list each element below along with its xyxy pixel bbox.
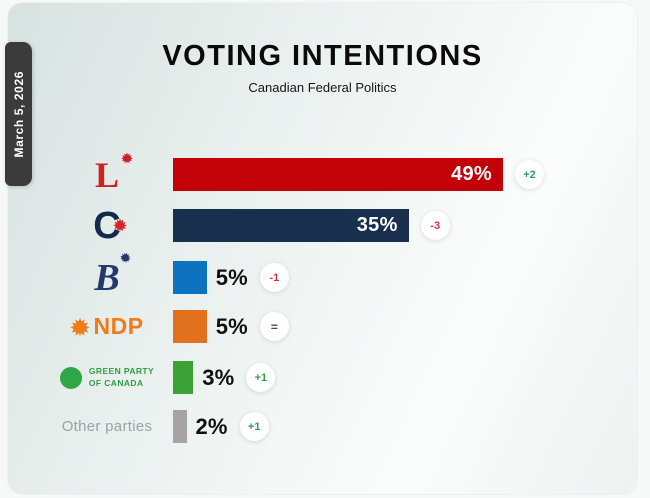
date-label: March 5, 2026 (11, 70, 26, 158)
party-bar: 35% (173, 209, 409, 242)
party-delta-value: +1 (254, 371, 268, 384)
bloc-letter: B (94, 256, 120, 299)
party-row-other: Other parties 2% +1 (0, 410, 650, 443)
page-title: VOTING INTENTIONS (162, 40, 483, 72)
maple-leaf-icon (113, 218, 127, 232)
ndp-wordmark: NDP (93, 313, 144, 339)
party-logo-cell: C (52, 207, 162, 245)
conservative-party-logo: C (93, 207, 127, 245)
party-delta-badge: +1 (239, 412, 269, 441)
ndp-logo: NDP (70, 313, 143, 340)
party-bar (173, 310, 207, 343)
other-parties-label: Other parties (61, 418, 153, 435)
party-logo-cell: L (52, 152, 162, 195)
party-row-green: GREEN PARTY OF CANADA 3% +1 (0, 361, 650, 394)
party-delta-value: +1 (247, 420, 261, 433)
party-delta-value: -3 (430, 219, 441, 232)
party-bar (173, 261, 207, 294)
party-value: 3% (202, 364, 235, 390)
page-subtitle: Canadian Federal Politics (248, 80, 397, 95)
green-party-wordmark: GREEN PARTY OF CANADA (88, 366, 155, 388)
party-value: 5% (215, 264, 248, 290)
party-logo-cell: B (52, 252, 162, 299)
card-background (8, 3, 637, 494)
party-delta-value: = (270, 319, 278, 334)
maple-leaf-icon (70, 317, 91, 337)
party-logo-cell: NDP (52, 310, 162, 343)
party-value: 49% (451, 163, 492, 185)
party-delta-value: -1 (269, 271, 280, 284)
liberal-letter: L (94, 154, 119, 195)
party-value: 35% (356, 214, 398, 236)
party-bar (173, 361, 194, 394)
party-delta-value: +2 (523, 168, 536, 181)
date-tab: March 5, 2026 (5, 42, 32, 186)
party-value: 2% (195, 413, 228, 439)
party-row-liberal: L 49% +2 (0, 152, 650, 195)
green-circle-icon (59, 366, 82, 389)
party-row-bloc: B 5% -1 (0, 252, 650, 299)
header: VOTING INTENTIONS Canadian Federal Polit… (8, 40, 637, 95)
party-delta-badge: +1 (246, 363, 276, 392)
liberal-party-logo: L (94, 152, 133, 195)
maple-leaf-icon (118, 250, 132, 264)
party-row-conservative: C 35% -3 (0, 207, 650, 245)
party-logo-cell: GREEN PARTY OF CANADA (52, 361, 162, 394)
party-delta-badge: +2 (515, 160, 544, 189)
party-row-ndp: NDP 5% = (0, 310, 650, 343)
green-party-logo: GREEN PARTY OF CANADA (59, 366, 155, 389)
party-bar: 49% (173, 158, 503, 191)
party-delta-badge: -1 (259, 263, 289, 292)
party-delta-badge: -3 (420, 211, 450, 240)
bloc-quebecois-logo: B (94, 252, 131, 299)
party-logo-cell: Other parties (52, 410, 162, 443)
party-delta-badge: = (259, 312, 289, 341)
party-value: 5% (215, 313, 248, 339)
maple-leaf-icon (121, 152, 133, 164)
party-bar (173, 410, 187, 443)
